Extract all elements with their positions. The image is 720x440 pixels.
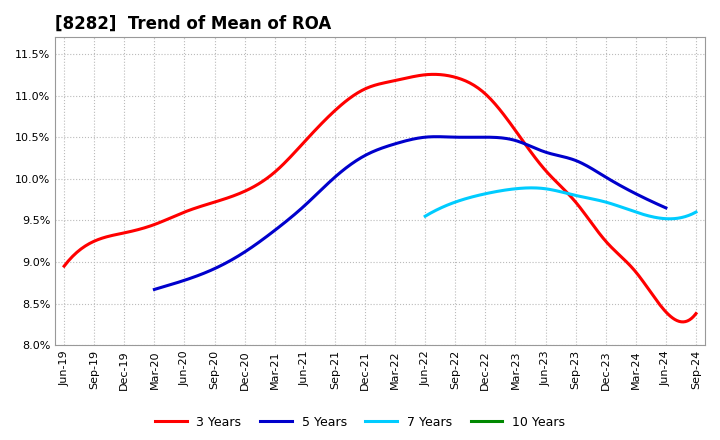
3 Years [634,273,643,279]
Line: 3 Years: 3 Years [64,74,696,322]
7 Years [588,196,596,202]
7 Years [421,213,430,219]
3 Years [438,72,446,77]
7 Years [692,209,701,215]
7 Years [665,216,674,221]
5 Years [150,287,158,292]
7 Years [668,216,677,221]
7 Years [527,185,536,191]
5 Years [662,205,670,211]
5 Years [432,134,441,139]
3 Years [436,72,445,77]
3 Years [60,264,68,269]
3 Years [679,319,688,325]
5 Years [583,163,592,169]
7 Years [650,215,659,220]
Line: 7 Years: 7 Years [426,188,696,219]
5 Years [454,135,463,140]
3 Years [62,261,71,266]
Legend: 3 Years, 5 Years, 7 Years, 10 Years: 3 Years, 5 Years, 7 Years, 10 Years [150,411,570,434]
7 Years [422,213,431,218]
5 Years [465,135,474,140]
Line: 5 Years: 5 Years [154,137,666,290]
Text: [8282]  Trend of Mean of ROA: [8282] Trend of Mean of ROA [55,15,331,33]
7 Years [583,195,592,201]
3 Years [430,72,438,77]
5 Years [152,286,161,292]
3 Years [692,311,701,316]
5 Years [616,183,624,188]
7 Years [582,195,590,200]
5 Years [456,135,465,140]
3 Years [449,74,457,79]
3 Years [595,230,603,235]
